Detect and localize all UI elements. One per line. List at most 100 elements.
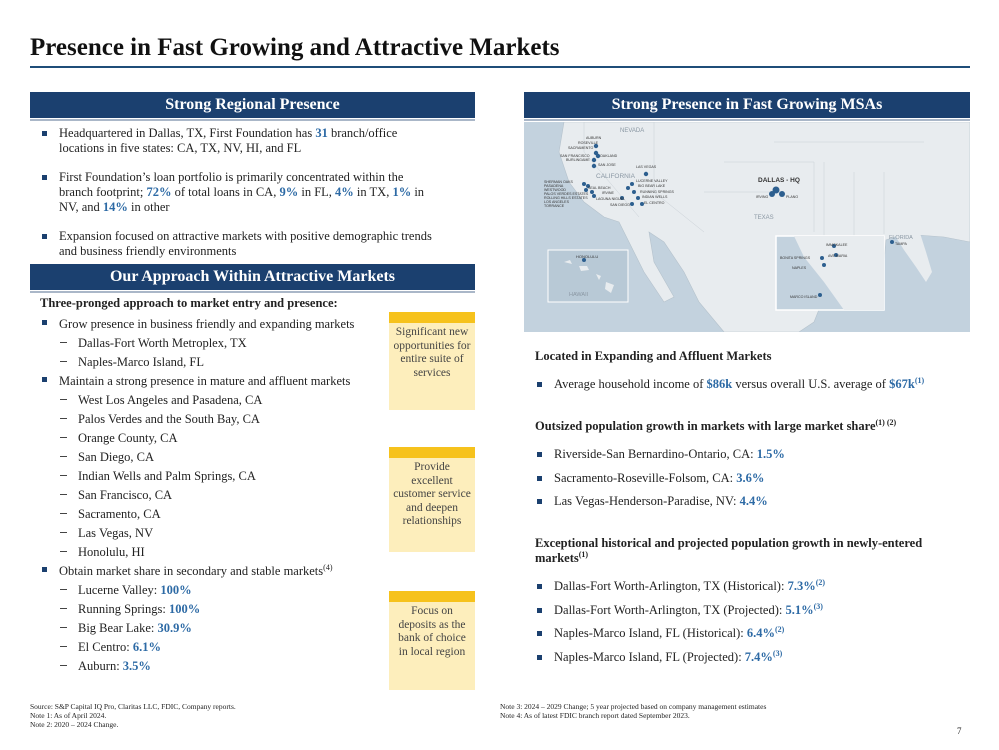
superscript: (2) <box>775 624 785 634</box>
text: Expansion focused on attractive markets … <box>59 229 432 258</box>
map-label: TAMPA <box>895 242 907 246</box>
superscript: (3) <box>772 648 783 658</box>
footnote: Note 3: 2024 – 2029 Change; 5 year proje… <box>500 702 767 711</box>
text: Headquartered in Dallas, TX, First Found… <box>59 126 316 140</box>
map-label: AUBURN <box>586 136 602 140</box>
map-label: PASADENA <box>544 184 564 188</box>
text: in FL, <box>298 185 336 199</box>
text: Naples-Marco Island, FL (Historical): <box>554 626 747 640</box>
highlight: 100% <box>160 583 192 597</box>
text: versus overall U.S. average of <box>732 377 890 391</box>
map-label: CALIFORNIA <box>596 173 636 180</box>
bullet: Naples-Marco Island, FL <box>40 353 390 372</box>
map-label: ROLLING HILLS ESTATES <box>544 196 588 200</box>
superscript: (1) <box>578 549 589 559</box>
map-label: LOS ANGELES <box>544 200 570 204</box>
map-label: SAN JOSE <box>598 163 616 167</box>
map-label: EL CENTRO <box>644 201 665 205</box>
map-label: SHERMAN OAKS <box>544 180 574 184</box>
bullet: Headquartered in Dallas, TX, First Found… <box>40 126 440 156</box>
bullet: Running Springs: 100% <box>40 600 390 619</box>
highlight: 4% <box>335 185 354 199</box>
bullet: Dallas-Fort Worth-Arlington, TX (Histori… <box>535 575 967 599</box>
footnote: Note 4: As of latest FDIC branch report … <box>500 711 690 720</box>
bullet: El Centro: 6.1% <box>40 638 390 657</box>
bullet: West Los Angeles and Pasadena, CA <box>40 391 390 410</box>
text: Palos Verdes and the South Bay, CA <box>78 412 260 426</box>
map-label: FLORIDA <box>889 235 913 241</box>
highlight: 4.4% <box>739 494 768 508</box>
highlight: 9% <box>279 185 299 199</box>
bullet: San Diego, CA <box>40 448 390 467</box>
regional-list: Headquartered in Dallas, TX, First Found… <box>40 126 440 259</box>
pins <box>582 143 894 297</box>
superscript: (1) (2) <box>875 417 897 427</box>
text: San Francisco, CA <box>78 488 173 502</box>
bullet: Palos Verdes and the South Bay, CA <box>40 410 390 429</box>
map-label: WESTWOOD <box>544 188 566 192</box>
text: Grow presence in business friendly and e… <box>59 317 355 331</box>
footnote: Source: S&P Capital IQ Pro, Claritas LLC… <box>30 702 236 711</box>
map-label: SAN DIEGO <box>610 203 630 207</box>
map-label: BIG BEAR LAKE <box>638 184 666 188</box>
highlight: $86k <box>706 377 733 391</box>
map-label: BONITA SPRINGS <box>780 256 811 260</box>
map-label: TORRANCE <box>544 204 565 208</box>
approach-intro: Three-pronged approach to market entry a… <box>40 296 338 310</box>
bullet: First Foundation’s loan portfolio is pri… <box>40 170 440 215</box>
bullet: Obtain market share in secondary and sta… <box>40 562 390 581</box>
highlight: 6.4% <box>746 626 776 640</box>
superscript: (4) <box>323 562 333 572</box>
florida-inset-land <box>794 236 884 310</box>
map-label: SAN FRANCISCO <box>560 154 590 158</box>
map-label: LAGUNA NIGUEL <box>596 197 625 201</box>
highlight: 31 <box>315 126 328 140</box>
callout: Significant new opportunities for entire… <box>389 312 475 410</box>
text: Honolulu, HI <box>78 545 145 559</box>
map-label: IRVINE <box>602 191 615 195</box>
bullet: Lucerne Valley: 100% <box>40 581 390 600</box>
text: Riverside-San Bernardino-Ontario, CA: <box>554 447 757 461</box>
highlight: $67k <box>889 377 915 391</box>
map-label: DALLAS - HQ <box>758 177 800 184</box>
map-label: HONOLULU <box>576 254 598 259</box>
highlight: 3.5% <box>122 659 151 673</box>
highlight: 7.3% <box>787 579 816 593</box>
text: Dallas-Fort Worth Metroplex, TX <box>78 336 247 350</box>
footnotes: Source: S&P Capital IQ Pro, Claritas LLC… <box>30 702 236 729</box>
footnote: Note 1: As of April 2024. <box>30 711 107 720</box>
map-label: MARCO ISLAND <box>790 295 818 299</box>
section-heading: Exceptional historical and projected pop… <box>535 536 967 566</box>
page-number: 7 <box>957 726 962 736</box>
text: Obtain market share in secondary and sta… <box>59 564 324 578</box>
text: Naples-Marco Island, FL (Projected): <box>554 649 745 664</box>
land <box>558 122 970 332</box>
bullet: Dallas-Fort Worth Metroplex, TX <box>40 334 390 353</box>
state-borders <box>583 122 924 242</box>
title-rule <box>30 66 970 68</box>
bullet: Naples-Marco Island, FL (Projected): 7.4… <box>535 646 967 670</box>
callout: Provide excellent customer service and d… <box>389 447 475 552</box>
approach-list: Grow presence in business friendly and e… <box>40 315 390 676</box>
section-header: Strong Regional Presence <box>30 92 475 121</box>
bullet-list: Dallas-Fort Worth-Arlington, TX (Histori… <box>535 575 967 669</box>
callout-text: Focus on deposits as the bank of choice … <box>398 605 466 658</box>
text: Maintain a strong presence in mature and… <box>59 374 351 388</box>
section-heading: Located in Expanding and Affluent Market… <box>535 349 967 364</box>
text: Average household income of <box>554 377 707 391</box>
callout: Focus on deposits as the bank of choice … <box>389 591 475 690</box>
map-label: LUCERNE VALLEY <box>636 179 668 183</box>
bullet: Maintain a strong presence in mature and… <box>40 372 390 391</box>
text: Dallas-Fort Worth-Arlington, TX (Histori… <box>554 579 788 593</box>
callout-text: Significant new opportunities for entire… <box>393 326 471 379</box>
highlight: 1% <box>392 185 412 199</box>
text: El Centro: <box>78 640 133 654</box>
bullet: Indian Wells and Palm Springs, CA <box>40 467 390 486</box>
map: NEVADA CALIFORNIA TEXAS FLORIDA HAWAII D… <box>524 122 970 332</box>
bullet: Naples-Marco Island, FL (Historical): 6.… <box>535 622 967 646</box>
text: San Diego, CA <box>78 450 155 464</box>
text: Dallas-Fort Worth-Arlington, TX (Project… <box>554 602 786 617</box>
text: in other <box>127 200 170 214</box>
map-label: NAPLES <box>792 266 807 270</box>
bullet: Las Vegas, NV <box>40 524 390 543</box>
